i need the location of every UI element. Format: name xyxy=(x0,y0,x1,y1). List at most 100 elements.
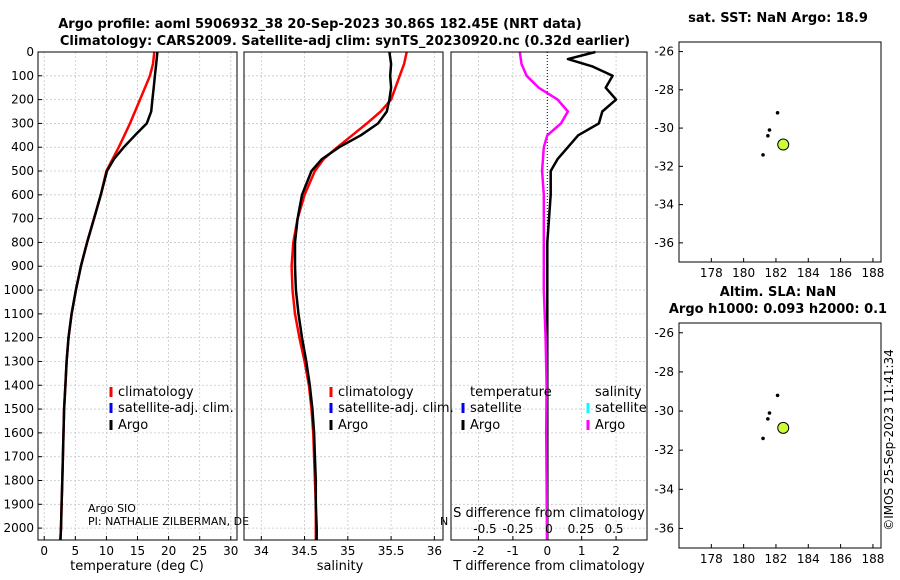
legend-label-climatology: climatology xyxy=(338,385,414,400)
salinity-panel: 34 34.5 35 35.5 36 xyxy=(243,51,444,558)
temperature-legend: climatology satellite-adj. clim. Argo xyxy=(109,385,234,433)
y-tick-label: 1100 xyxy=(3,307,34,321)
x-tick-label: 182 xyxy=(765,266,788,280)
y-tick-label: -28 xyxy=(654,365,674,379)
y-tick-label: -36 xyxy=(654,521,674,535)
inner-tick-label: 0.5 xyxy=(604,522,623,536)
track-point xyxy=(761,153,765,157)
x-tick-label: -2 xyxy=(473,544,485,558)
x-tick-label: 2 xyxy=(612,544,620,558)
inner-tick-label: -0.5 xyxy=(473,522,496,536)
y-tick-label: -36 xyxy=(654,236,674,250)
map-frame xyxy=(678,322,882,549)
sla-map-title-line1: Altim. SLA: NaN xyxy=(720,285,836,300)
legend-label-sal-satellite: satellite xyxy=(595,401,647,416)
track-point xyxy=(761,436,765,441)
sla-map-title-line2: Argo h1000: 0.093 h2000: 0.1 xyxy=(669,302,887,317)
plot-frame xyxy=(450,51,648,541)
x-tick-label: 36 xyxy=(427,544,442,558)
sst-map-title: sat. SST: NaN Argo: 18.9 xyxy=(688,11,868,26)
y-tick-label: 900 xyxy=(11,259,34,273)
y-tick-label: -28 xyxy=(654,83,674,97)
legend-label-argo: Argo xyxy=(338,418,368,433)
x-tick-label: 184 xyxy=(797,552,820,566)
y-tick-label: 1300 xyxy=(3,354,34,368)
y-tick-label: 1900 xyxy=(3,497,34,511)
track-point xyxy=(775,393,780,398)
y-tick-label: 300 xyxy=(11,116,34,130)
legend-label-argo: Argo xyxy=(118,418,148,433)
track-point xyxy=(775,110,780,115)
legend-label-climatology: climatology xyxy=(118,385,194,400)
track-point xyxy=(766,417,770,421)
y-tick-label: -30 xyxy=(654,404,674,418)
salinity-xlabel: salinity xyxy=(317,559,364,574)
track-point xyxy=(767,128,772,132)
x-tick-label: 180 xyxy=(732,552,755,566)
credit-pi: PI: NATHALIE ZILBERMAN, DE xyxy=(88,515,249,528)
legend-label-sal-argo: Argo xyxy=(595,418,625,433)
x-tick-label: 34.5 xyxy=(291,544,318,558)
y-tick-label: 1400 xyxy=(3,378,34,392)
y-tick-label: -34 xyxy=(654,198,674,212)
profile-location-marker xyxy=(777,138,790,151)
y-tick-label: 1000 xyxy=(3,283,34,297)
inner-tick-label: 0.25 xyxy=(568,522,595,536)
y-tick-label: -26 xyxy=(654,45,674,59)
x-tick-label: 25 xyxy=(192,544,207,558)
x-tick-label: 35.5 xyxy=(378,544,405,558)
y-tick-label: -32 xyxy=(654,443,674,457)
series-line-climatology xyxy=(290,51,408,540)
difference-xlabel: T difference from climatology xyxy=(452,559,645,574)
y-tick-label: -34 xyxy=(654,482,674,496)
y-tick-label: 800 xyxy=(11,235,34,249)
plot-frame xyxy=(37,51,238,541)
y-tick-label: 1600 xyxy=(3,426,34,440)
x-tick-label: 188 xyxy=(861,266,884,280)
sst-map: 178 180 182 184 186 188 -26 -28 -30 -32 -34 -36 xyxy=(654,41,884,280)
timestamp: ©IMOS 25-Sep-2023 11:41:34 xyxy=(882,349,896,531)
x-tick-label: 178 xyxy=(700,552,723,566)
y-tick-label: 1800 xyxy=(3,473,34,487)
credit-overlap-fragment: N xyxy=(440,515,448,528)
credit-argo-sio: Argo SIO xyxy=(88,502,136,515)
difference-panel: -2 -1 0 1 2 xyxy=(450,50,648,558)
salinity-difference-ticks: -0.5 -0.25 0 0.25 0.5 xyxy=(473,522,623,536)
legend-header-salinity: salinity xyxy=(595,385,642,400)
plot-frame xyxy=(243,51,444,541)
y-tick-label: -32 xyxy=(654,159,674,173)
inner-tick-label: -0.25 xyxy=(502,522,533,536)
y-tick-label: -30 xyxy=(654,121,674,135)
y-tick-label: 1500 xyxy=(3,402,34,416)
track-point xyxy=(767,411,772,415)
series-line-argo xyxy=(293,51,393,540)
y-tick-label: 400 xyxy=(11,140,34,154)
sla-map: 178 180 182 184 186 188 -26 -28 -30 -32 -34 -36 xyxy=(654,322,884,566)
y-tick-label: 0 xyxy=(26,45,34,59)
y-tick-label: 1700 xyxy=(3,450,34,464)
temperature-panel: 0 5 10 15 20 25 300100200300400500600700800900… xyxy=(3,45,238,558)
x-tick-label: -1 xyxy=(507,544,519,558)
x-tick-label: 34 xyxy=(254,544,269,558)
legend-header-temperature: temperature xyxy=(470,385,552,400)
legend-label-satellite: satellite-adj. clim. xyxy=(338,401,454,416)
salinity-difference-title: S difference from climatology xyxy=(453,506,645,521)
x-tick-label: 30 xyxy=(223,544,238,558)
title-line2: Climatology: CARS2009. Satellite-adj cli… xyxy=(60,34,630,49)
x-tick-label: 10 xyxy=(99,544,114,558)
profile-location-marker xyxy=(777,421,790,434)
legend-label-satellite: satellite-adj. clim. xyxy=(118,401,234,416)
y-tick-label: 1200 xyxy=(3,331,34,345)
x-tick-label: 20 xyxy=(161,544,176,558)
x-tick-label: 0 xyxy=(543,544,551,558)
x-tick-label: 5 xyxy=(71,544,79,558)
x-tick-label: 186 xyxy=(829,552,852,566)
title-line1: Argo profile: aoml 5906932_38 20-Sep-202… xyxy=(58,17,582,32)
salinity-legend: climatology satellite-adj. clim. Argo xyxy=(329,385,454,433)
map-frame xyxy=(678,41,882,263)
x-tick-label: 0 xyxy=(40,544,48,558)
legend-label-temp-satellite: satellite xyxy=(470,401,522,416)
temperature-xlabel: temperature (deg C) xyxy=(70,559,204,574)
x-tick-label: 184 xyxy=(797,266,820,280)
